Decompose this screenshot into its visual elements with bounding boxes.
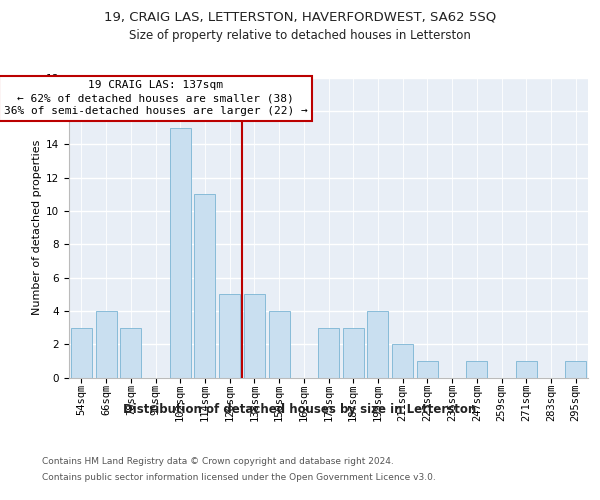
Bar: [120, 328, 141, 378]
Text: Size of property relative to detached houses in Letterston: Size of property relative to detached ho…: [129, 29, 471, 42]
Bar: [343, 328, 364, 378]
Bar: [516, 361, 537, 378]
Text: Contains HM Land Registry data © Crown copyright and database right 2024.: Contains HM Land Registry data © Crown c…: [42, 458, 394, 466]
Text: 19, CRAIG LAS, LETTERSTON, HAVERFORDWEST, SA62 5SQ: 19, CRAIG LAS, LETTERSTON, HAVERFORDWEST…: [104, 11, 496, 24]
Bar: [71, 328, 92, 378]
Bar: [170, 128, 191, 378]
Y-axis label: Number of detached properties: Number of detached properties: [32, 140, 42, 315]
Bar: [367, 311, 388, 378]
Bar: [417, 361, 438, 378]
Text: 19 CRAIG LAS: 137sqm
← 62% of detached houses are smaller (38)
36% of semi-detac: 19 CRAIG LAS: 137sqm ← 62% of detached h…: [4, 80, 307, 116]
Bar: [466, 361, 487, 378]
Bar: [219, 294, 240, 378]
Bar: [318, 328, 339, 378]
Bar: [244, 294, 265, 378]
Text: Distribution of detached houses by size in Letterston: Distribution of detached houses by size …: [124, 402, 476, 415]
Text: Contains public sector information licensed under the Open Government Licence v3: Contains public sector information licen…: [42, 472, 436, 482]
Bar: [194, 194, 215, 378]
Bar: [565, 361, 586, 378]
Bar: [95, 311, 116, 378]
Bar: [392, 344, 413, 378]
Bar: [269, 311, 290, 378]
